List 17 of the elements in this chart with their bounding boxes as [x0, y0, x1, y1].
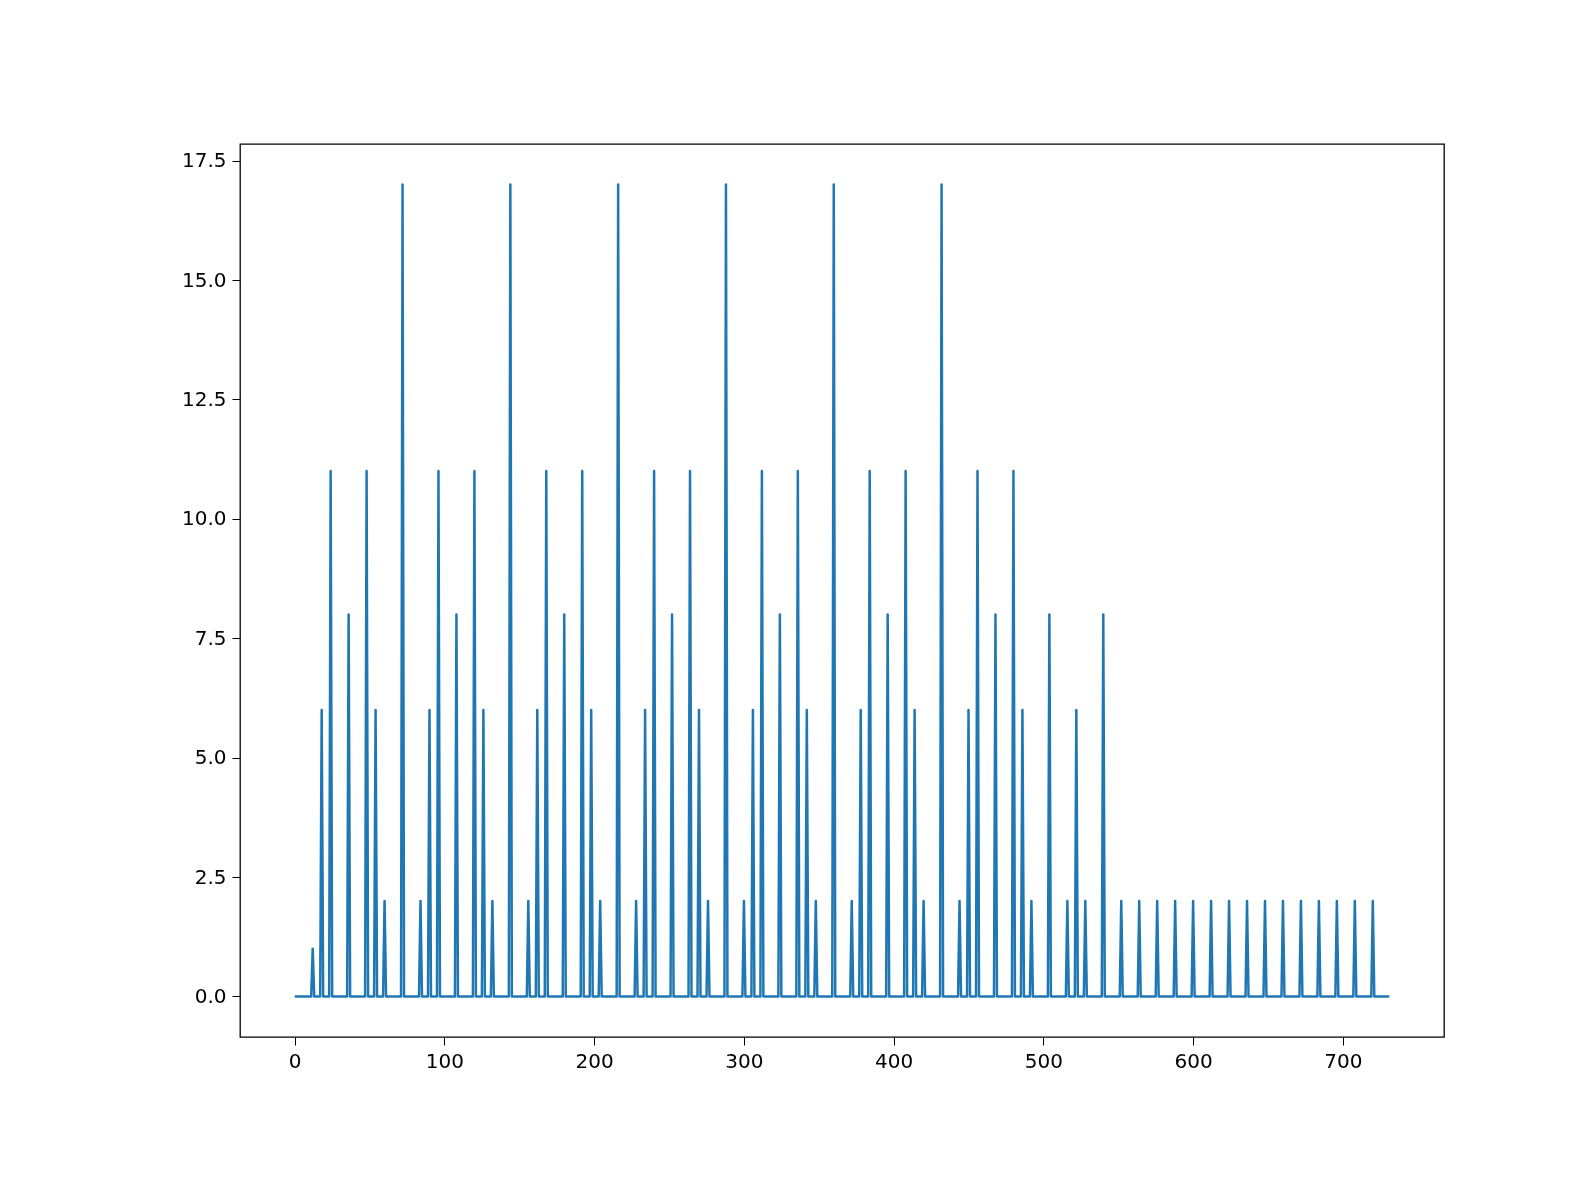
y-tick-label: 17.5	[181, 148, 227, 173]
x-tick-label: 700	[1324, 1048, 1363, 1073]
y-tick-label: 15.0	[181, 267, 227, 292]
x-tick-label: 0	[288, 1048, 302, 1073]
x-tick-label: 100	[425, 1048, 465, 1073]
y-tick-label: 12.5	[181, 386, 227, 411]
y-tick-label: 10.0	[181, 506, 227, 531]
y-tick-label: 2.5	[194, 864, 227, 889]
x-tick-label: 400	[875, 1048, 914, 1073]
y-tick-label: 0.0	[194, 983, 227, 1008]
x-tick-label: 500	[1024, 1048, 1063, 1073]
y-tick-label: 7.5	[194, 625, 227, 650]
x-tick-label: 200	[575, 1048, 614, 1073]
x-tick-label: 300	[725, 1048, 764, 1073]
x-tick-label: 600	[1174, 1048, 1213, 1073]
line-series	[293, 183, 1391, 998]
y-tick-label: 5.0	[194, 745, 227, 770]
